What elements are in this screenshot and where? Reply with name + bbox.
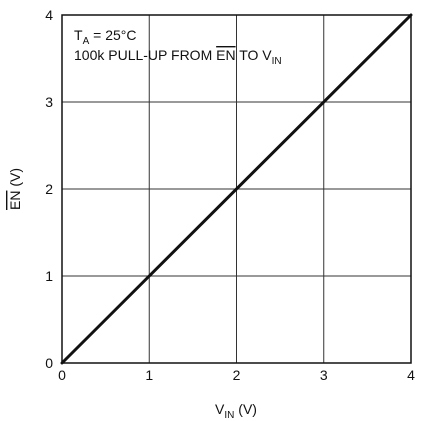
x-axis-label-sub: IN xyxy=(224,410,234,421)
x-tick-label-2: 2 xyxy=(233,367,241,383)
series-line-0 xyxy=(60,13,413,365)
plot-frame xyxy=(61,14,412,364)
x-axis-label-unit: (V) xyxy=(234,401,257,417)
x-tick-label-3: 3 xyxy=(320,367,328,383)
x-axis-label-main: V xyxy=(215,401,225,417)
x-tick-label-1: 1 xyxy=(145,367,153,383)
annotation-pullup-sub: IN xyxy=(272,56,282,67)
y-tick-label-0: 0 xyxy=(45,355,53,371)
x-tick-label-0: 0 xyxy=(58,367,66,383)
y-axis-label-unit: (V) xyxy=(7,168,23,191)
annotation-temperature-main: T xyxy=(74,27,83,43)
annotation-pullup-prefix: 100k PULL-UP FROM xyxy=(74,47,216,63)
y-axis-label-main: EN xyxy=(7,191,23,210)
x-axis-label: VIN (V) xyxy=(215,401,257,421)
annotation-temperature-rest: = 25°C xyxy=(89,27,136,43)
annotation-temperature: TA = 25°C xyxy=(74,27,136,47)
y-tick-label-1: 1 xyxy=(45,268,53,284)
annotation-pullup: 100k PULL-UP FROM EN TO VIN xyxy=(74,47,282,67)
annotation-temperature-sub: A xyxy=(83,36,90,47)
y-axis-label: EN (V) xyxy=(7,168,23,210)
y-tick-label-3: 3 xyxy=(45,94,53,110)
y-tick-label-4: 4 xyxy=(45,7,53,23)
x-tick-label-4: 4 xyxy=(407,367,415,383)
annotation-pullup-middle: TO V xyxy=(236,47,273,63)
tick-labels: 0 1 2 3 4 0 1 2 3 4 xyxy=(45,7,415,383)
y-tick-label-2: 2 xyxy=(45,181,53,197)
annotation-pullup-overlined: EN xyxy=(216,47,235,63)
series-layer xyxy=(60,13,413,365)
